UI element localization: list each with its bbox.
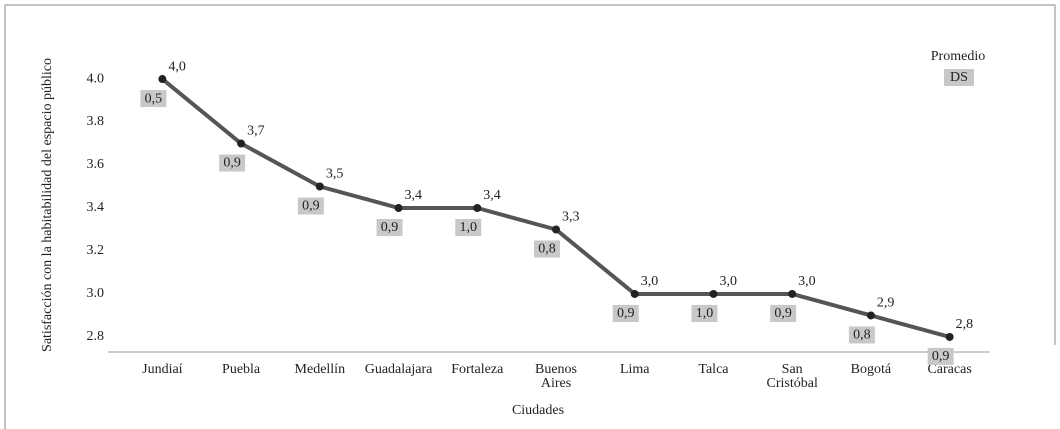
sd-box	[691, 304, 718, 322]
y-tick-label: 2.8	[87, 329, 105, 344]
value-label: 2,9	[877, 296, 895, 311]
point	[788, 289, 797, 298]
sd-box	[455, 219, 482, 236]
y-tick-label: 3.2	[87, 243, 105, 258]
point	[237, 139, 246, 148]
sd-label: 0,9	[774, 306, 792, 321]
sd-box	[140, 90, 167, 108]
value-label: 3,7	[247, 124, 265, 139]
x-tick-label: Talca	[698, 362, 729, 377]
value-label: 2,8	[956, 317, 974, 332]
sd-label: 1,0	[460, 220, 478, 235]
line	[161, 77, 951, 339]
sd-box	[297, 197, 324, 215]
point	[945, 332, 954, 341]
sd-box	[848, 326, 875, 344]
y-tick-label: 3.8	[87, 114, 105, 129]
x-tick-label: Caracas	[927, 362, 971, 377]
point	[552, 225, 560, 234]
x-tick-label: San Cristóbal	[767, 362, 818, 391]
y-tick-label: 3.6	[87, 157, 105, 172]
point	[866, 311, 875, 320]
point	[315, 182, 324, 191]
value-label: 3,3	[562, 210, 580, 225]
sd-box	[534, 240, 560, 258]
value-label: 3,0	[719, 274, 737, 289]
sd-label: 0,9	[381, 220, 399, 235]
x-tick-label: Fortaleza	[451, 362, 504, 377]
y-tick-label: 3.0	[87, 286, 105, 301]
legend-mean: Promedio	[931, 49, 985, 64]
point	[158, 75, 167, 84]
sd-box	[612, 304, 639, 322]
y-tick-label: 4.0	[87, 71, 105, 86]
value-label: 3,4	[483, 188, 501, 203]
y-axis-title: Satisfacción con la habitabilidad del es…	[40, 58, 55, 352]
sd-box	[770, 304, 797, 322]
sd-label: 0,8	[853, 328, 871, 343]
value-label: 3,0	[641, 274, 659, 289]
point	[473, 204, 482, 212]
x-tick-label: Buenos Aires	[535, 362, 577, 391]
sd-label: 0,9	[617, 306, 635, 321]
sd-label: 0,8	[538, 242, 556, 257]
y-tick-label: 3.4	[87, 200, 105, 215]
value-label: 3,5	[326, 167, 344, 182]
sd-label: 0,5	[145, 91, 163, 106]
sd-label: 0,9	[223, 156, 241, 171]
x-tick-label: Lima	[620, 362, 650, 377]
x-tick-label: Puebla	[222, 362, 261, 377]
sd-box	[219, 154, 246, 172]
x-tick-label: Guadalajara	[365, 362, 433, 377]
x-tick-label: Jundiaí	[142, 362, 183, 377]
value-label: 3,0	[798, 274, 816, 289]
point	[394, 204, 403, 212]
value-label: 4,0	[168, 59, 186, 74]
sd-box	[927, 347, 954, 365]
sd-label: 1,0	[696, 306, 714, 321]
point	[709, 289, 718, 298]
value-label: 3,4	[405, 188, 423, 203]
sd-label: 0,9	[932, 349, 950, 364]
x-tick-label: Bogotá	[851, 362, 892, 377]
sd-label: 0,9	[302, 199, 320, 214]
frame	[4, 4, 1056, 429]
legend-sd: DS	[950, 70, 968, 85]
x-axis-title: Ciudades	[512, 403, 564, 418]
x-tick-label: Medellín	[295, 362, 346, 377]
sd-box	[376, 219, 403, 236]
legend-sd-box	[944, 69, 974, 86]
point	[630, 289, 639, 298]
